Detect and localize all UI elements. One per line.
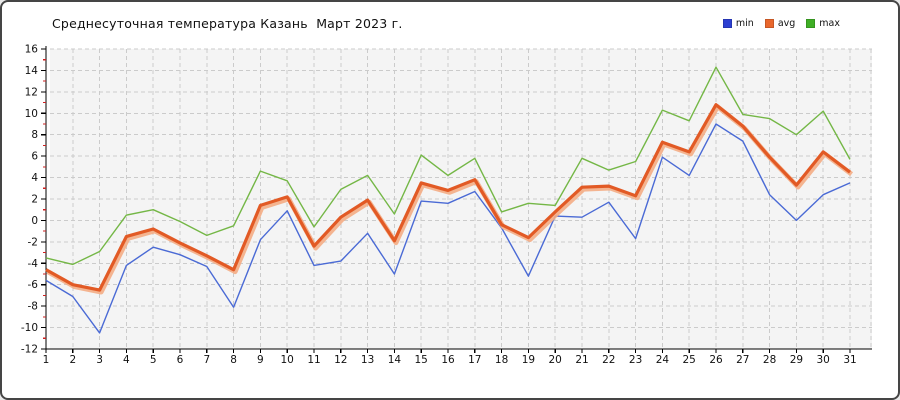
svg-text:-8: -8	[28, 301, 38, 313]
svg-text:28: 28	[763, 354, 776, 366]
svg-text:31: 31	[843, 354, 856, 366]
svg-text:-6: -6	[28, 279, 39, 291]
svg-text:18: 18	[495, 354, 508, 366]
svg-text:-12: -12	[21, 344, 38, 356]
svg-text:2: 2	[31, 194, 38, 206]
chart-title: Среднесуточная температура Казань Март 2…	[52, 16, 403, 31]
svg-text:25: 25	[683, 354, 696, 366]
svg-text:16: 16	[25, 44, 39, 56]
legend-label-avg: avg	[777, 18, 796, 29]
y-axis-labels: -12 -10 -8 -6 -4 -2 0 2 4 6 8 10 12 14 16	[21, 44, 38, 356]
svg-text:23: 23	[629, 354, 642, 366]
svg-text:20: 20	[549, 354, 562, 366]
svg-text:16: 16	[441, 354, 455, 366]
svg-text:6: 6	[177, 354, 184, 366]
axis-ticks	[41, 48, 851, 353]
svg-text:14: 14	[388, 354, 402, 366]
svg-text:8: 8	[31, 129, 38, 141]
svg-text:4: 4	[123, 354, 130, 366]
avg-color-swatch	[764, 19, 774, 28]
svg-text:1: 1	[43, 354, 50, 366]
legend-item-avg[interactable]: avg	[764, 18, 796, 29]
svg-text:12: 12	[25, 86, 38, 98]
svg-text:8: 8	[230, 354, 237, 366]
legend-item-max[interactable]: max	[806, 18, 840, 29]
svg-text:0: 0	[31, 215, 38, 227]
svg-text:11: 11	[307, 354, 320, 366]
svg-text:10: 10	[25, 108, 38, 120]
svg-text:29: 29	[790, 354, 803, 366]
svg-text:6: 6	[31, 151, 38, 163]
svg-text:15: 15	[415, 354, 428, 366]
svg-text:-10: -10	[21, 322, 38, 334]
axes	[45, 46, 872, 350]
x-axis-labels: 1 2 3 4 5 6 7 8 9 10 11 12 13 14 15 16 17 18 19 20 21 22 23 24 2…	[43, 354, 857, 366]
series-max-line	[45, 66, 851, 266]
series-avg-line	[45, 103, 851, 292]
svg-text:7: 7	[203, 354, 210, 366]
min-color-swatch	[722, 19, 732, 28]
svg-text:24: 24	[656, 354, 670, 366]
max-color-swatch	[806, 19, 816, 28]
series-min-line	[45, 123, 851, 334]
svg-text:9: 9	[257, 354, 264, 366]
legend-label-min: min	[735, 18, 754, 29]
plot-area	[50, 49, 872, 349]
svg-text:-2: -2	[28, 236, 38, 248]
svg-text:2: 2	[69, 354, 76, 366]
svg-text:21: 21	[575, 354, 588, 366]
legend-label-max: max	[819, 18, 840, 29]
svg-text:5: 5	[150, 354, 157, 366]
svg-text:3: 3	[96, 354, 103, 366]
svg-text:-4: -4	[28, 258, 39, 270]
svg-text:17: 17	[468, 354, 481, 366]
svg-text:27: 27	[736, 354, 749, 366]
svg-text:22: 22	[602, 354, 615, 366]
svg-text:12: 12	[334, 354, 347, 366]
svg-text:30: 30	[817, 354, 830, 366]
svg-text:4: 4	[31, 172, 38, 184]
legend: min avg max	[722, 18, 840, 29]
svg-text:19: 19	[522, 354, 535, 366]
svg-text:14: 14	[25, 65, 39, 77]
legend-item-min[interactable]: min	[722, 18, 754, 29]
svg-text:26: 26	[709, 354, 723, 366]
svg-text:13: 13	[361, 354, 374, 366]
svg-text:10: 10	[281, 354, 294, 366]
